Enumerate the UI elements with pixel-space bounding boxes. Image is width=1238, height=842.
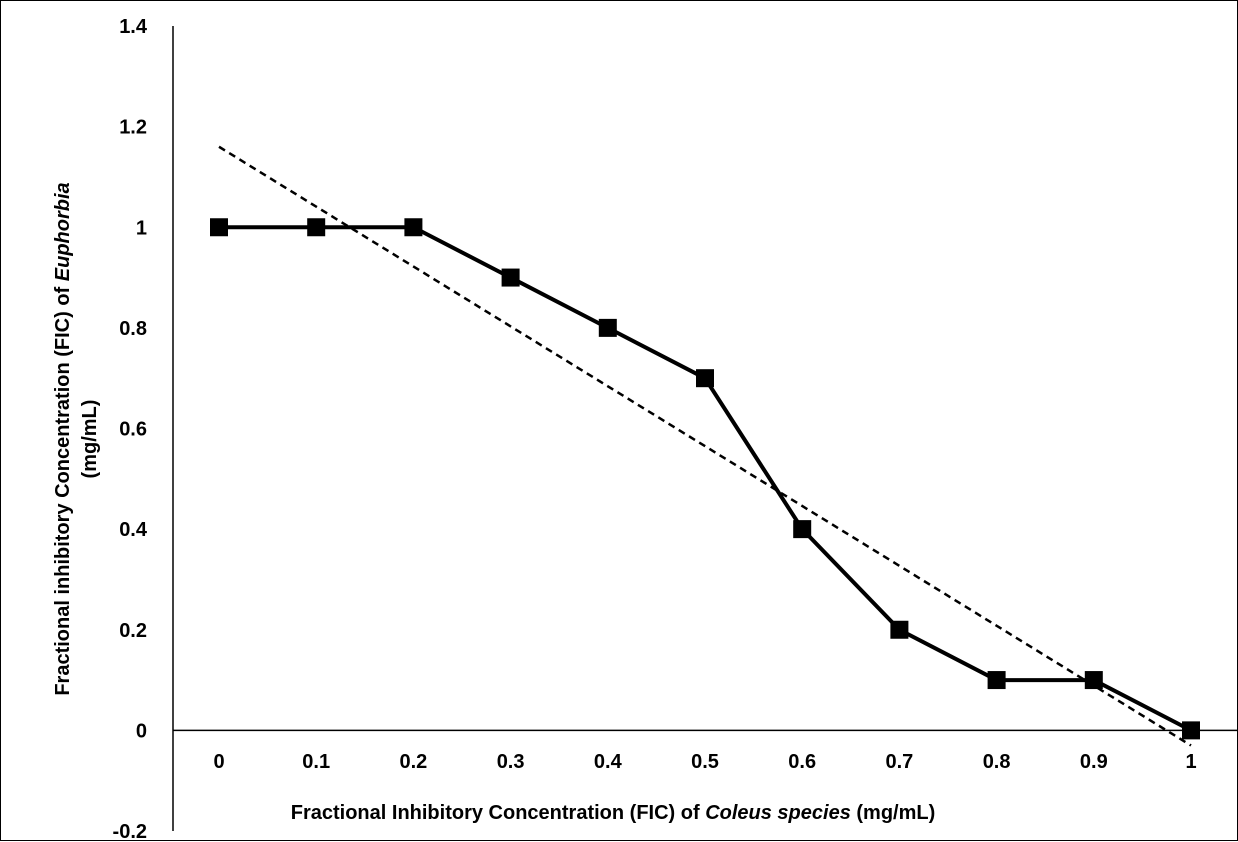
x-tick-label: 0.6 bbox=[788, 751, 816, 773]
data-point-marker bbox=[598, 318, 617, 337]
y-tick-label: 0.6 bbox=[119, 419, 147, 441]
axes bbox=[172, 26, 1237, 831]
x-tick-label: 0.7 bbox=[885, 751, 913, 773]
data-point-marker bbox=[987, 671, 1006, 690]
y-tick-label: 0.8 bbox=[119, 318, 147, 340]
x-tick-label: 0.8 bbox=[983, 751, 1011, 773]
data-point-marker bbox=[1084, 671, 1103, 690]
y-axis-title-line2: (mg/mL) bbox=[79, 400, 101, 479]
data-point-marker bbox=[210, 218, 228, 237]
y-tick-label: 1 bbox=[136, 217, 147, 239]
x-tick-labels: 0 0.1 0.2 0.3 0.4 0.5 0.6 0.7 0.8 0.9 1 bbox=[213, 751, 1196, 773]
x-tick-label: 0.2 bbox=[399, 751, 427, 773]
x-axis-title-italic: Coleus species bbox=[705, 802, 851, 824]
data-point-marker bbox=[1182, 721, 1200, 740]
y-tick-label: 0 bbox=[136, 720, 147, 742]
x-tick-label: 0.4 bbox=[594, 751, 623, 773]
y-tick-labels: -0.2 0 0.2 0.4 0.6 0.8 1 1.2 1.4 bbox=[113, 16, 148, 842]
data-point-marker bbox=[404, 218, 423, 237]
x-axis-title-prefix: Fractional Inhibitory Concentration (FIC… bbox=[291, 802, 705, 824]
y-axis-title-line1: Fractional inhibitory Concentration (FIC… bbox=[52, 182, 74, 695]
y-tick-label: 1.4 bbox=[119, 16, 148, 38]
y-tick-label: 0.4 bbox=[119, 519, 148, 541]
x-tick-label: 0.9 bbox=[1080, 751, 1108, 773]
x-axis-title: Fractional Inhibitory Concentration (FIC… bbox=[291, 802, 936, 824]
series-line bbox=[219, 225, 1192, 733]
trendline bbox=[218, 145, 1192, 747]
y-axis-title: Fractional inhibitory Concentration (FIC… bbox=[52, 182, 101, 695]
y-tick-label: 1.2 bbox=[119, 117, 147, 139]
data-point-marker bbox=[501, 268, 520, 287]
x-axis-title-suffix: (mg/mL) bbox=[851, 802, 935, 824]
y-tick-label: -0.2 bbox=[113, 821, 147, 842]
x-tick-label: 0.1 bbox=[302, 751, 330, 773]
data-point-marker bbox=[793, 520, 812, 539]
x-tick-label: 0.5 bbox=[691, 751, 719, 773]
data-point-marker bbox=[307, 218, 326, 237]
x-tick-label: 1 bbox=[1185, 751, 1196, 773]
y-axis-title-prefix: Fractional inhibitory Concentration (FIC… bbox=[52, 281, 74, 695]
series-layer bbox=[210, 145, 1200, 747]
y-axis-title-italic: Euphorbia bbox=[52, 182, 74, 281]
y-tick-label: 0.2 bbox=[119, 620, 147, 642]
x-tick-label: 0.3 bbox=[497, 751, 525, 773]
x-tick-label: 0 bbox=[213, 751, 224, 773]
data-point-marker bbox=[890, 620, 909, 639]
data-point-marker bbox=[696, 369, 714, 388]
